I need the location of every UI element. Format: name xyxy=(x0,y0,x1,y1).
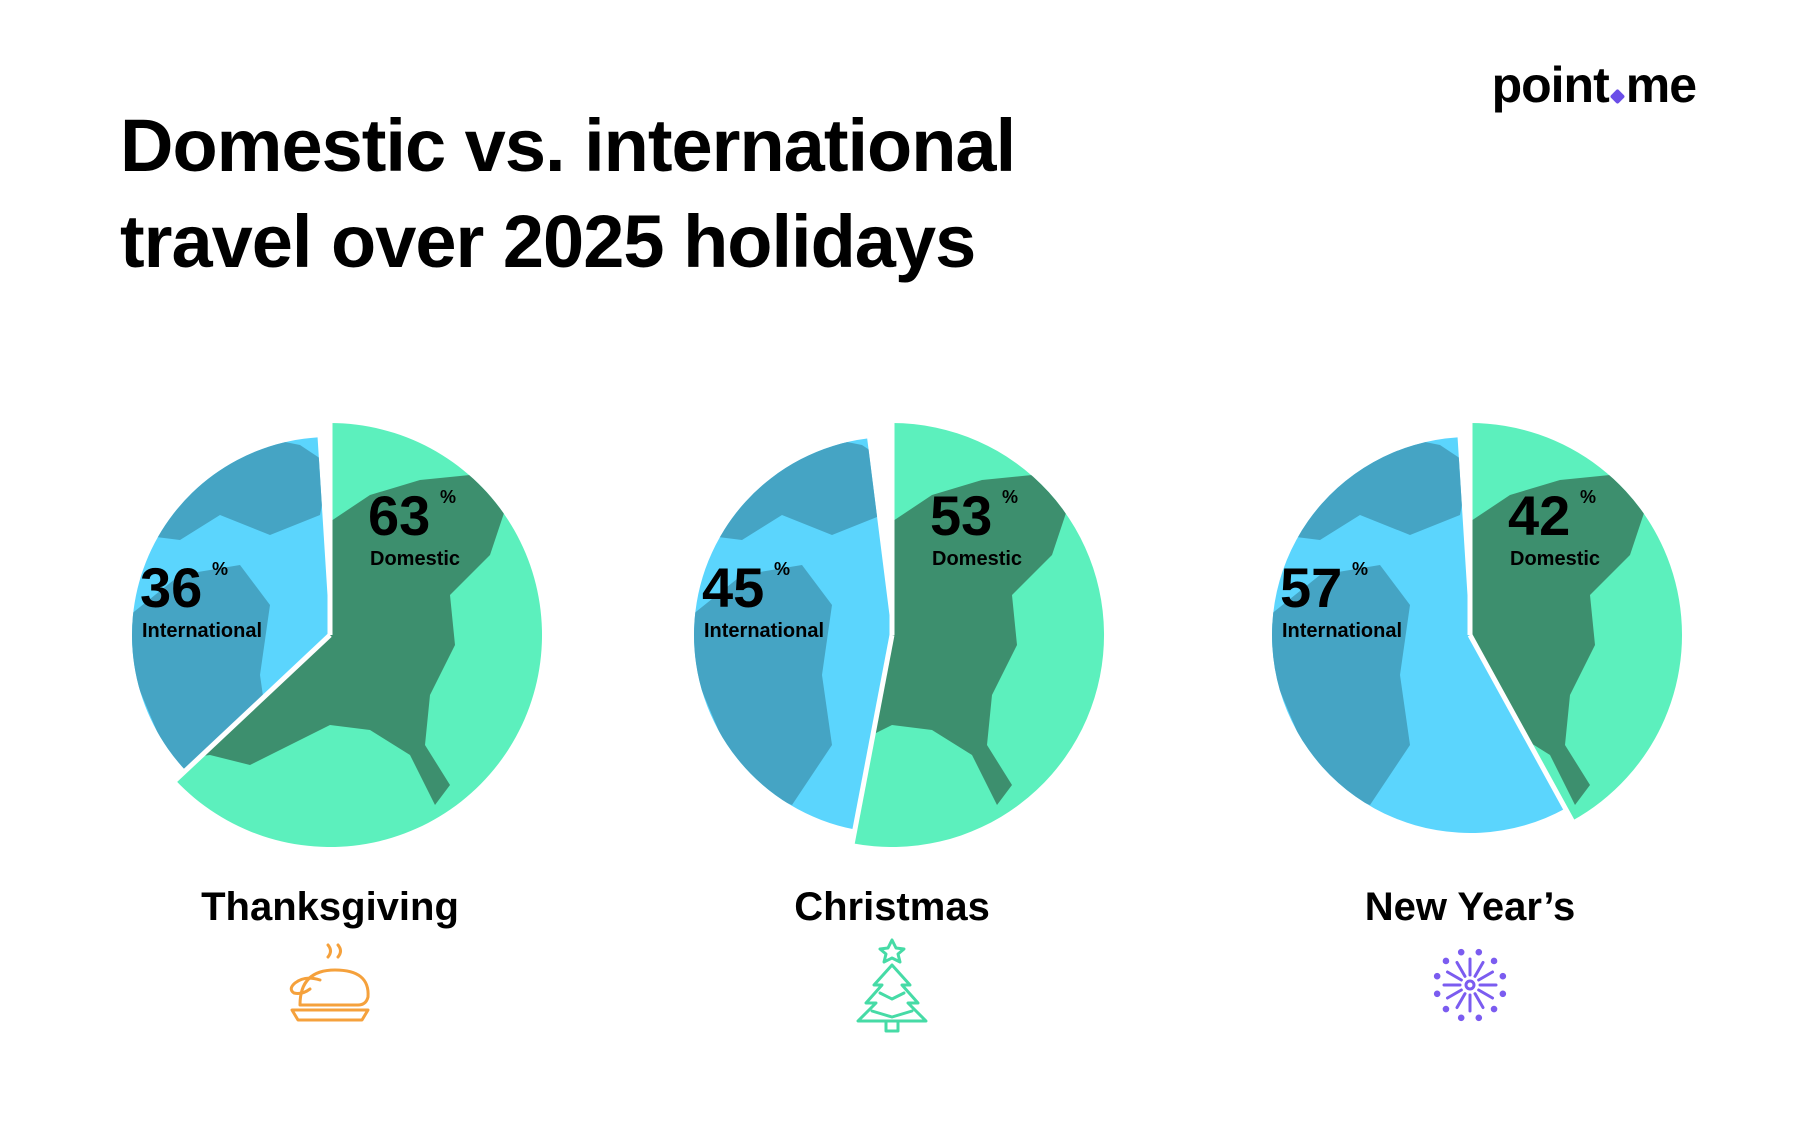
usa-map-icon xyxy=(175,475,505,805)
domestic-label: Domestic xyxy=(932,548,1022,570)
international-value: 45 xyxy=(702,556,764,619)
international-label: International xyxy=(1282,620,1402,642)
pie-chart-2: 53 % Domestic 45 % International Christmas xyxy=(694,419,1105,1033)
africa-map-icon xyxy=(694,565,832,805)
category-label: New Year’s xyxy=(1365,885,1576,929)
domestic-label: Domestic xyxy=(1510,548,1600,570)
brand-name-right: me xyxy=(1625,57,1697,113)
page-title: Domestic vs. international travel over 2… xyxy=(120,98,1016,290)
domestic-label: Domestic xyxy=(370,548,460,570)
international-value: 36 xyxy=(140,556,202,619)
christmas-tree-icon xyxy=(856,938,928,1033)
fireworks-icon xyxy=(1433,948,1507,1022)
domestic-percent-sign: % xyxy=(440,487,456,507)
category-label: Thanksgiving xyxy=(201,885,459,929)
slice-separator xyxy=(170,633,332,785)
domestic-percent-sign: % xyxy=(1580,487,1596,507)
domestic-value: 63 xyxy=(368,484,430,547)
brand-logo: point me xyxy=(1491,56,1697,114)
turkey-icon xyxy=(289,943,370,1022)
africa-map-icon xyxy=(1272,565,1410,805)
slice-separator xyxy=(1467,633,1577,826)
international-percent-sign: % xyxy=(212,559,228,579)
international-value: 57 xyxy=(1280,556,1342,619)
slice-separator xyxy=(849,634,895,848)
category-label: Christmas xyxy=(794,885,990,929)
international-label: International xyxy=(142,620,262,642)
pie-chart-3: 42 % Domestic 57 % International New Year’s xyxy=(1272,419,1683,1022)
international-label: International xyxy=(704,620,824,642)
usa-map-icon xyxy=(1470,475,1645,805)
brand-name-left: point xyxy=(1491,57,1610,113)
domestic-value: 42 xyxy=(1508,484,1570,547)
title-line-1: Domestic vs. international xyxy=(120,104,1016,187)
title-line-2: travel over 2025 holidays xyxy=(120,200,976,283)
international-percent-sign: % xyxy=(774,559,790,579)
domestic-value: 53 xyxy=(930,484,992,547)
international-percent-sign: % xyxy=(1352,559,1368,579)
pie-chart-1: 63 % Domestic 36 % International Thanksgiving xyxy=(131,419,543,1022)
domestic-percent-sign: % xyxy=(1002,487,1018,507)
